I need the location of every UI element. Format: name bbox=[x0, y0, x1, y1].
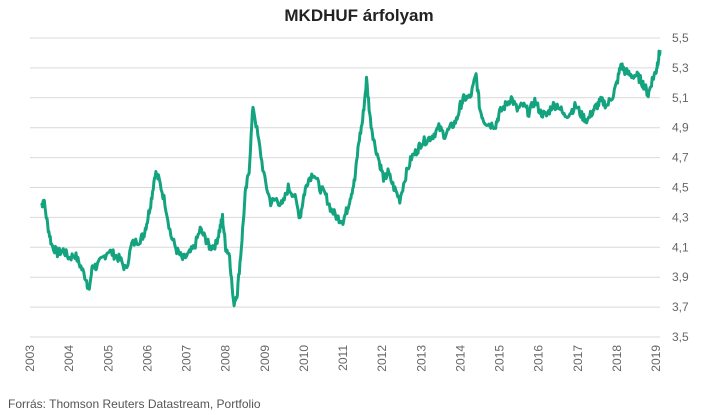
series-layer bbox=[40, 49, 662, 308]
x-tick-label: 2005 bbox=[101, 345, 115, 372]
y-tick-label: 4,5 bbox=[672, 181, 689, 195]
y-axis-ticks: 3,5 3,7 3,9 4,1 4,3 4,5 4,7 4,9 5,1 5,3 5,5 bbox=[672, 31, 689, 344]
x-tick-label: 2011 bbox=[336, 345, 350, 371]
x-tick-label: 2014 bbox=[453, 345, 467, 372]
x-tick-label: 2007 bbox=[180, 345, 194, 372]
x-tick-label: 2012 bbox=[375, 345, 389, 372]
x-tick-label: 2019 bbox=[649, 345, 663, 372]
x-axis-ticks: 2003 2004 2005 2006 2007 2008 2009 2010 2011 2012… bbox=[23, 345, 663, 372]
x-tick-label: 2006 bbox=[140, 345, 154, 372]
y-tick-label: 5,5 bbox=[672, 31, 689, 45]
y-tick-label: 4,3 bbox=[672, 210, 689, 224]
y-tick-label: 5,1 bbox=[672, 91, 689, 105]
x-tick-label: 2010 bbox=[297, 345, 311, 372]
y-tick-label: 5,3 bbox=[672, 61, 689, 75]
y-tick-label: 3,5 bbox=[672, 330, 689, 344]
x-tick-label: 2017 bbox=[571, 345, 585, 372]
source-note: Forrás: Thomson Reuters Datastream, Port… bbox=[8, 397, 261, 411]
x-tick-label: 2008 bbox=[219, 345, 233, 372]
x-tick-label: 2018 bbox=[610, 345, 624, 372]
grid-lines bbox=[30, 37, 660, 338]
series-line bbox=[40, 49, 662, 308]
y-tick-label: 4,1 bbox=[672, 240, 689, 254]
y-tick-label: 4,7 bbox=[672, 151, 689, 165]
x-tick-label: 2004 bbox=[62, 345, 76, 372]
y-tick-label: 3,7 bbox=[672, 300, 689, 314]
y-tick-label: 4,9 bbox=[672, 121, 689, 135]
x-tick-label: 2016 bbox=[532, 345, 546, 372]
chart-title: MKDHUF árfolyam bbox=[284, 6, 434, 25]
x-tick-label: 2015 bbox=[493, 345, 507, 372]
x-tick-label: 2013 bbox=[414, 345, 428, 372]
x-tick-label: 2009 bbox=[258, 345, 272, 372]
x-tick-label: 2003 bbox=[23, 345, 37, 372]
y-tick-label: 3,9 bbox=[672, 270, 689, 284]
